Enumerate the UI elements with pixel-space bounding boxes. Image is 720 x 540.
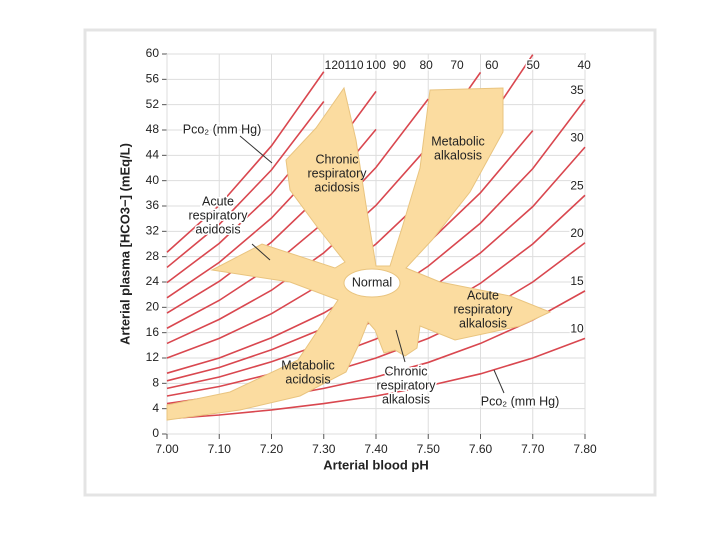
region-label: alkalosis [434, 148, 482, 162]
isobar-label: 100 [366, 58, 386, 72]
isobar-label: 35 [570, 83, 584, 97]
y-tick-label: 12 [146, 350, 160, 364]
x-tick-label: 7.60 [469, 442, 493, 456]
region-label: respiratory [453, 302, 513, 316]
y-tick-label: 4 [152, 401, 159, 415]
annotation: Pco₂ (mm Hg) [183, 122, 261, 136]
isobar-label: 60 [485, 58, 499, 72]
region-label: respiratory [376, 378, 436, 392]
region-label: acidosis [314, 180, 359, 194]
x-axis-label: Arterial blood pH [323, 457, 428, 472]
x-tick-label: 7.00 [155, 442, 179, 456]
isobar-label: 80 [419, 58, 433, 72]
x-tick-label: 7.50 [417, 442, 441, 456]
pointer [251, 243, 271, 261]
isobar [166, 98, 429, 329]
isobar-label: 90 [393, 58, 407, 72]
y-tick-label: 60 [146, 46, 160, 60]
region-label: Chronic [315, 152, 358, 166]
isobar-label: 70 [450, 58, 464, 72]
isobar [166, 337, 586, 420]
region-label: Acute [467, 288, 499, 302]
y-tick-label: 44 [146, 148, 160, 162]
region-label: acidosis [285, 372, 330, 386]
region-label: Chronic [384, 364, 427, 378]
isobar [166, 194, 586, 397]
pointer [239, 135, 273, 164]
y-tick-label: 24 [146, 274, 160, 288]
isobar [166, 101, 325, 269]
pointer [493, 369, 505, 394]
isobar-label: 25 [570, 178, 584, 192]
y-tick-label: 20 [146, 300, 160, 314]
normal-region [343, 268, 401, 298]
x-tick-label: 7.80 [573, 442, 597, 456]
isobar-label: 20 [570, 226, 584, 240]
region-label: respiratory [188, 208, 248, 222]
isobar-label: 110 [344, 58, 363, 72]
y-tick-label: 48 [146, 122, 160, 136]
isobar-label: 40 [577, 58, 591, 72]
y-tick-label: 56 [146, 72, 160, 86]
x-tick-label: 7.30 [312, 442, 336, 456]
isobar [166, 71, 325, 253]
isobar-label: 30 [570, 130, 584, 144]
x-tick-label: 7.10 [208, 442, 232, 456]
x-tick-label: 7.20 [260, 442, 284, 456]
x-tick-label: 7.40 [364, 442, 388, 456]
y-tick-label: 36 [146, 198, 160, 212]
y-tick-label: 0 [152, 426, 159, 440]
y-tick-label: 40 [146, 173, 160, 187]
y-tick-label: 8 [152, 376, 159, 390]
region-label: Acute [202, 194, 234, 208]
region-label: acidosis [195, 222, 240, 236]
region-label: Metabolic [431, 134, 485, 148]
isobar-label: 10 [570, 322, 584, 336]
y-tick-label: 16 [146, 325, 160, 339]
region-label: Normal [352, 275, 392, 289]
x-tick-label: 7.70 [521, 442, 545, 456]
y-axis-label: Arterial plasma [HCO3−] (mEq/L) [117, 143, 132, 345]
region-label: alkalosis [382, 392, 430, 406]
region-label: Metabolic [281, 358, 335, 372]
region-label: alkalosis [459, 316, 507, 330]
annotation: Pco₂ (mm Hg) [481, 394, 559, 408]
y-tick-label: 32 [146, 224, 160, 238]
y-tick-label: 52 [146, 97, 160, 111]
isobar-label: 50 [526, 58, 540, 72]
region-label: respiratory [307, 166, 367, 180]
pointer [395, 329, 406, 363]
y-tick-label: 28 [146, 249, 160, 263]
region-shape [166, 86, 552, 421]
isobar-label: 15 [570, 274, 584, 288]
isobar-label: 120 [325, 58, 345, 72]
